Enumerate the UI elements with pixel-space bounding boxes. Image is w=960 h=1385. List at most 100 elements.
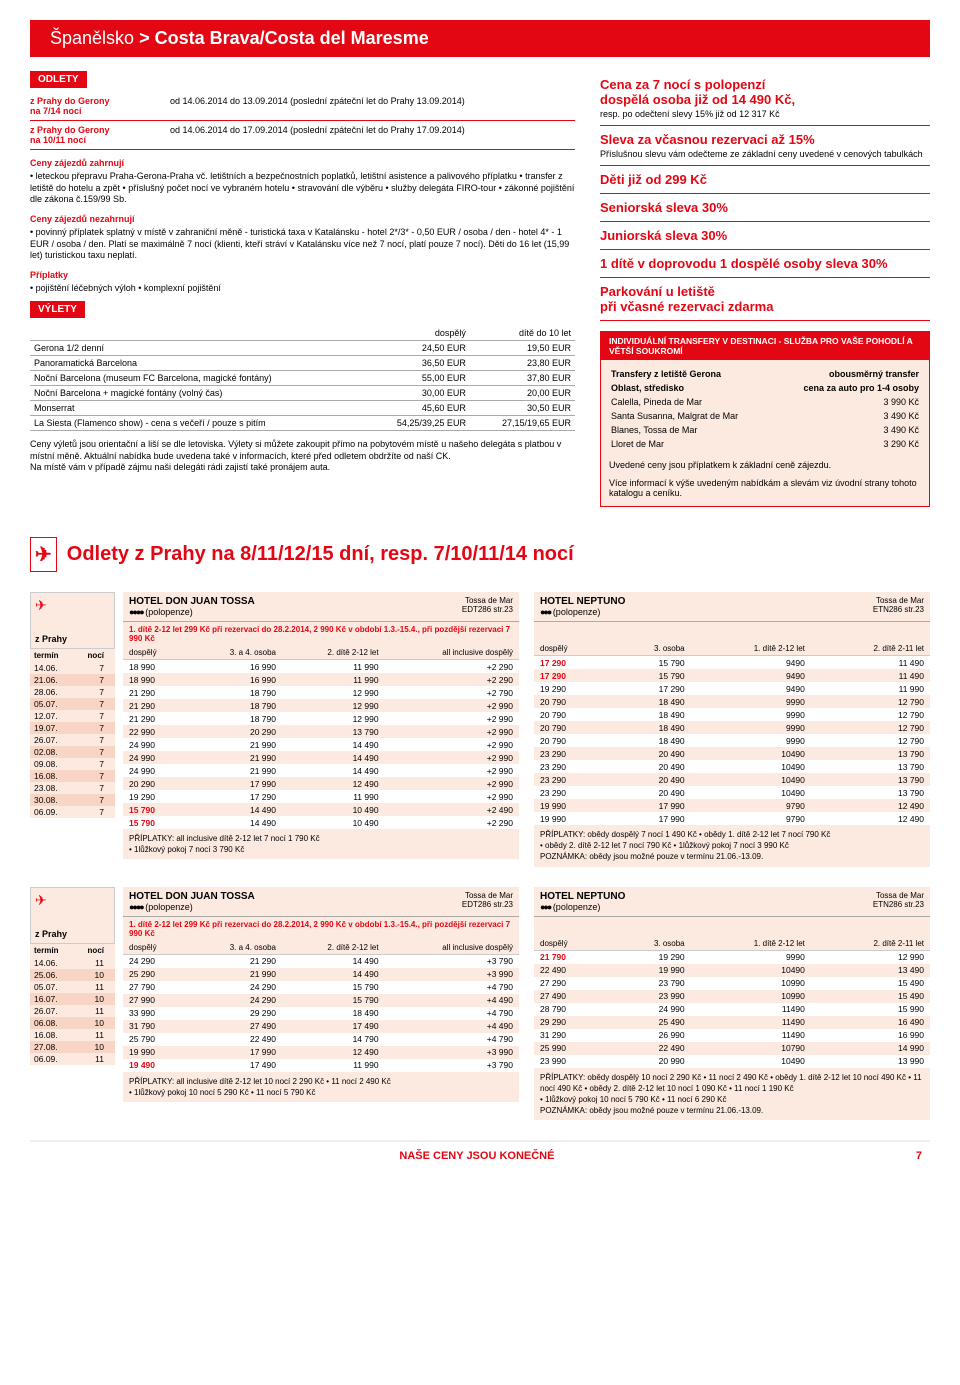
transfer-row: Lloret de Mar3 290 Kč (611, 438, 919, 450)
price-row: 19 29017 29011 990+2 990 (123, 790, 519, 803)
date-row: 23.08.7 (30, 782, 115, 794)
promo-item: Cena za 7 nocí s polopenzídospělá osoba … (600, 71, 930, 126)
price-row: 22 49019 9901049013 490 (534, 964, 930, 977)
excursion-row: Monserrat45,60 EUR30,50 EUR (30, 400, 575, 415)
excursion-row: Gerona 1/2 denní24,50 EUR19,50 EUR (30, 340, 575, 355)
date-row: 02.08.7 (30, 746, 115, 758)
price-row: 24 29021 29014 490+3 790 (123, 954, 519, 968)
departure-row: z Prahy do Geronyna 7/14 nocí od 14.06.2… (30, 92, 575, 121)
plane-icon: ✈ (30, 537, 57, 572)
date-row: 26.07.11 (30, 1005, 115, 1017)
excursions-label: VÝLETY (30, 301, 85, 318)
price-row: 27 29023 7901099015 490 (534, 977, 930, 990)
hotel-block: HOTEL NEPTUNO●●● (polopenze) Tossa de Ma… (534, 592, 930, 867)
date-row: 26.07.7 (30, 734, 115, 746)
price-row: 19 29017 290949011 990 (534, 682, 930, 695)
price-row: 19 99017 990979012 490 (534, 799, 930, 812)
transfer-row: Calella, Pineda de Mar3 990 Kč (611, 396, 919, 408)
price-row: 17 29015 790949011 490 (534, 669, 930, 682)
promo-item: 1 dítě v doprovodu 1 dospělé osoby sleva… (600, 250, 930, 278)
price-row: 20 29017 99012 490+2 990 (123, 777, 519, 790)
price-row: 29 29025 4901149016 490 (534, 1016, 930, 1029)
includes-text: • leteckou přepravu Praha-Gerona-Praha v… (30, 171, 575, 206)
date-row: 16.08.11 (30, 1029, 115, 1041)
excursion-row: La Siesta (Flamenco show) - cena s večeř… (30, 415, 575, 430)
date-row: 14.06.7 (30, 662, 115, 674)
price-row: 23 29020 4901049013 790 (534, 760, 930, 773)
price-row: 20 79018 490999012 790 (534, 721, 930, 734)
promo-item: Parkování u letištěpři včasné rezervaci … (600, 278, 930, 321)
price-row: 18 99016 99011 990+2 290 (123, 660, 519, 674)
transfer-row: Blanes, Tossa de Mar3 490 Kč (611, 424, 919, 436)
price-row: 20 79018 490999012 790 (534, 695, 930, 708)
price-row: 27 99024 29015 790+4 490 (123, 994, 519, 1007)
date-row: 16.07.10 (30, 993, 115, 1005)
price-row: 20 79018 490999012 790 (534, 708, 930, 721)
price-row: 19 49017 49011 990+3 790 (123, 1059, 519, 1072)
price-row: 21 29018 79012 990+2 990 (123, 712, 519, 725)
price-row: 17 29015 790949011 490 (534, 656, 930, 670)
date-row: 09.08.7 (30, 758, 115, 770)
promo-item: Sleva za včasnou rezervaci až 15%Přísluš… (600, 126, 930, 166)
price-row: 31 29026 9901149016 990 (534, 1029, 930, 1042)
date-row: 06.08.10 (30, 1017, 115, 1029)
date-row: 14.06.11 (30, 957, 115, 969)
surcharges-title: Příplatky (30, 270, 575, 280)
price-row: 24 99021 99014 490+2 990 (123, 751, 519, 764)
price-row: 23 29020 4901049013 790 (534, 786, 930, 799)
transfer-box: INDIVIDUÁLNÍ TRANSFERY V DESTINACI - SLU… (600, 331, 930, 507)
excludes-text: • povinný příplatek splatný v místě v za… (30, 227, 575, 262)
transfer-row: Santa Susanna, Malgrat de Mar3 490 Kč (611, 410, 919, 422)
price-row: 27 79024 29015 790+4 790 (123, 981, 519, 994)
price-row: 25 79022 49014 790+4 790 (123, 1033, 519, 1046)
page-footer: NAŠE CENY JSOU KONEČNÉ7 (30, 1140, 930, 1170)
price-row: 24 99021 99014 490+2 990 (123, 738, 519, 751)
excursion-row: Noční Barcelona + magické fontány (volný… (30, 385, 575, 400)
price-row: 19 99017 99012 490+3 990 (123, 1046, 519, 1059)
price-row: 20 79018 490999012 790 (534, 734, 930, 747)
excursion-row: Panoramatická Barcelona36,50 EUR23,80 EU… (30, 355, 575, 370)
excursion-row: Noční Barcelona (museum FC Barcelona, ma… (30, 370, 575, 385)
date-header: ✈z Prahy (30, 592, 115, 649)
price-row: 28 79024 9901149015 990 (534, 1003, 930, 1016)
promo-item: Seniorská sleva 30% (600, 194, 930, 222)
promo-item: Juniorská sleva 30% (600, 222, 930, 250)
includes-title: Ceny zájezdů zahrnují (30, 158, 575, 168)
excludes-title: Ceny zájezdů nezahrnují (30, 214, 575, 224)
price-row: 22 99020 29013 790+2 990 (123, 725, 519, 738)
price-row: 19 99017 990979012 490 (534, 812, 930, 825)
price-row: 15 79014 49010 490+2 490 (123, 803, 519, 816)
date-row: 28.06.7 (30, 686, 115, 698)
price-row: 18 99016 99011 990+2 290 (123, 673, 519, 686)
date-row: 12.07.7 (30, 710, 115, 722)
price-row: 33 99029 29018 490+4 790 (123, 1007, 519, 1020)
price-row: 23 29020 4901049013 790 (534, 773, 930, 786)
price-row: 25 29021 99014 490+3 990 (123, 968, 519, 981)
date-row: 05.07.7 (30, 698, 115, 710)
date-row: 30.08.7 (30, 794, 115, 806)
departure-row: z Prahy do Geronyna 10/11 nocí od 14.06.… (30, 121, 575, 150)
date-row: 21.06.7 (30, 674, 115, 686)
surcharges-text: • pojištění léčebných výloh • komplexní … (30, 283, 575, 295)
price-row: 27 49023 9901099015 490 (534, 990, 930, 1003)
odlety-label: ODLETY (30, 71, 87, 88)
price-row: 21 29018 79012 990+2 990 (123, 699, 519, 712)
date-row: 06.09.11 (30, 1053, 115, 1065)
excursion-note: Ceny výletů jsou orientační a liší se dl… (30, 439, 575, 474)
hotel-block: HOTEL NEPTUNO●●● (polopenze) Tossa de Ma… (534, 887, 930, 1121)
price-row: 25 99022 4901079014 990 (534, 1042, 930, 1055)
hotel-block: HOTEL DON JUAN TOSSA●●●● (polopenze) Tos… (123, 887, 519, 1121)
promo-item: Děti již od 299 Kč (600, 166, 930, 194)
price-row: 21 29018 79012 990+2 790 (123, 686, 519, 699)
date-row: 05.07.11 (30, 981, 115, 993)
date-row: 25.06.10 (30, 969, 115, 981)
date-row: 27.08.10 (30, 1041, 115, 1053)
price-row: 21 79019 290999012 990 (534, 950, 930, 964)
price-row: 31 79027 49017 490+4 490 (123, 1020, 519, 1033)
page-header: Španělsko > Costa Brava/Costa del Maresm… (30, 20, 930, 57)
departures-title: ✈ Odlety z Prahy na 8/11/12/15 dní, resp… (30, 537, 930, 572)
plane-icon: ✈ (35, 892, 110, 909)
price-row: 23 29020 4901049013 790 (534, 747, 930, 760)
plane-icon: ✈ (35, 597, 110, 614)
date-row: 16.08.7 (30, 770, 115, 782)
